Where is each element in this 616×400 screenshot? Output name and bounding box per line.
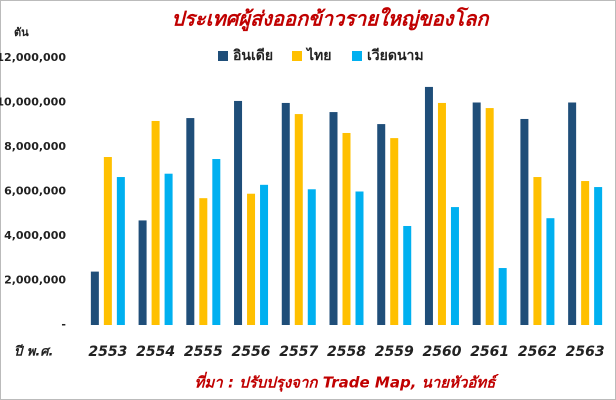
bar xyxy=(485,108,494,325)
bar xyxy=(568,102,577,325)
bar xyxy=(342,132,351,325)
x-tick-label: 2553 xyxy=(88,344,127,360)
bar xyxy=(199,198,208,325)
bar xyxy=(355,191,364,325)
bar xyxy=(403,225,412,325)
legend-label: ไทย xyxy=(305,46,331,64)
y-tick-label: 10,000,000 xyxy=(0,96,66,109)
bar xyxy=(377,124,386,326)
x-axis-label: ปี พ.ศ. xyxy=(14,344,53,360)
bar xyxy=(103,157,112,325)
x-tick-label: 2561 xyxy=(470,344,509,360)
x-tick-label: 2563 xyxy=(566,344,605,360)
bar xyxy=(329,112,338,325)
bar xyxy=(294,114,303,325)
bar xyxy=(186,118,195,325)
x-tick-label: 2560 xyxy=(422,344,461,360)
bar xyxy=(247,193,256,325)
y-tick-label: 4,000,000 xyxy=(4,229,66,242)
y-tick-label: 12,000,000 xyxy=(0,51,66,64)
bar xyxy=(424,86,433,325)
bar xyxy=(212,159,221,325)
bar xyxy=(260,184,269,325)
bar xyxy=(498,268,507,325)
bar xyxy=(520,118,529,325)
bar xyxy=(533,177,542,325)
y-tick-label: - xyxy=(61,318,66,331)
bar xyxy=(90,271,99,325)
x-tick-label: 2554 xyxy=(136,344,175,360)
bar xyxy=(450,207,459,325)
bar xyxy=(581,181,590,325)
legend-label: อินเดีย xyxy=(232,48,273,64)
legend-swatch xyxy=(352,51,362,61)
bar xyxy=(234,100,243,325)
y-tick-label: 6,000,000 xyxy=(4,185,66,198)
bar xyxy=(164,173,173,325)
source-note: ที่มา : ปรับปรุงจาก Trade Map, นายหัวอัท… xyxy=(195,372,500,393)
x-tick-label: 2555 xyxy=(184,344,223,360)
y-tick-label: 8,000,000 xyxy=(4,140,66,153)
legend-swatch xyxy=(292,51,302,61)
x-tick-label: 2557 xyxy=(279,344,318,360)
bar xyxy=(437,102,446,325)
legend-swatch xyxy=(218,51,228,61)
x-tick-label: 2559 xyxy=(375,344,414,360)
x-tick-label: 2556 xyxy=(232,344,271,360)
bar xyxy=(116,177,125,325)
y-tick-label: 2,000,000 xyxy=(4,274,66,287)
bar xyxy=(281,102,290,325)
x-tick-label: 2558 xyxy=(327,344,366,360)
y-axis-label: ตัน xyxy=(14,26,29,39)
bar xyxy=(546,218,555,325)
bar xyxy=(151,120,160,325)
bar xyxy=(138,220,147,325)
bar xyxy=(472,102,481,325)
bar xyxy=(594,187,603,325)
bar xyxy=(307,189,316,325)
legend-label: เวียดนาม xyxy=(367,48,424,64)
x-tick-label: 2562 xyxy=(518,344,557,360)
bar xyxy=(390,138,399,325)
chart-title: ประเทศผู้ส่งออกข้าวรายใหญ่ของโลก xyxy=(171,7,490,32)
